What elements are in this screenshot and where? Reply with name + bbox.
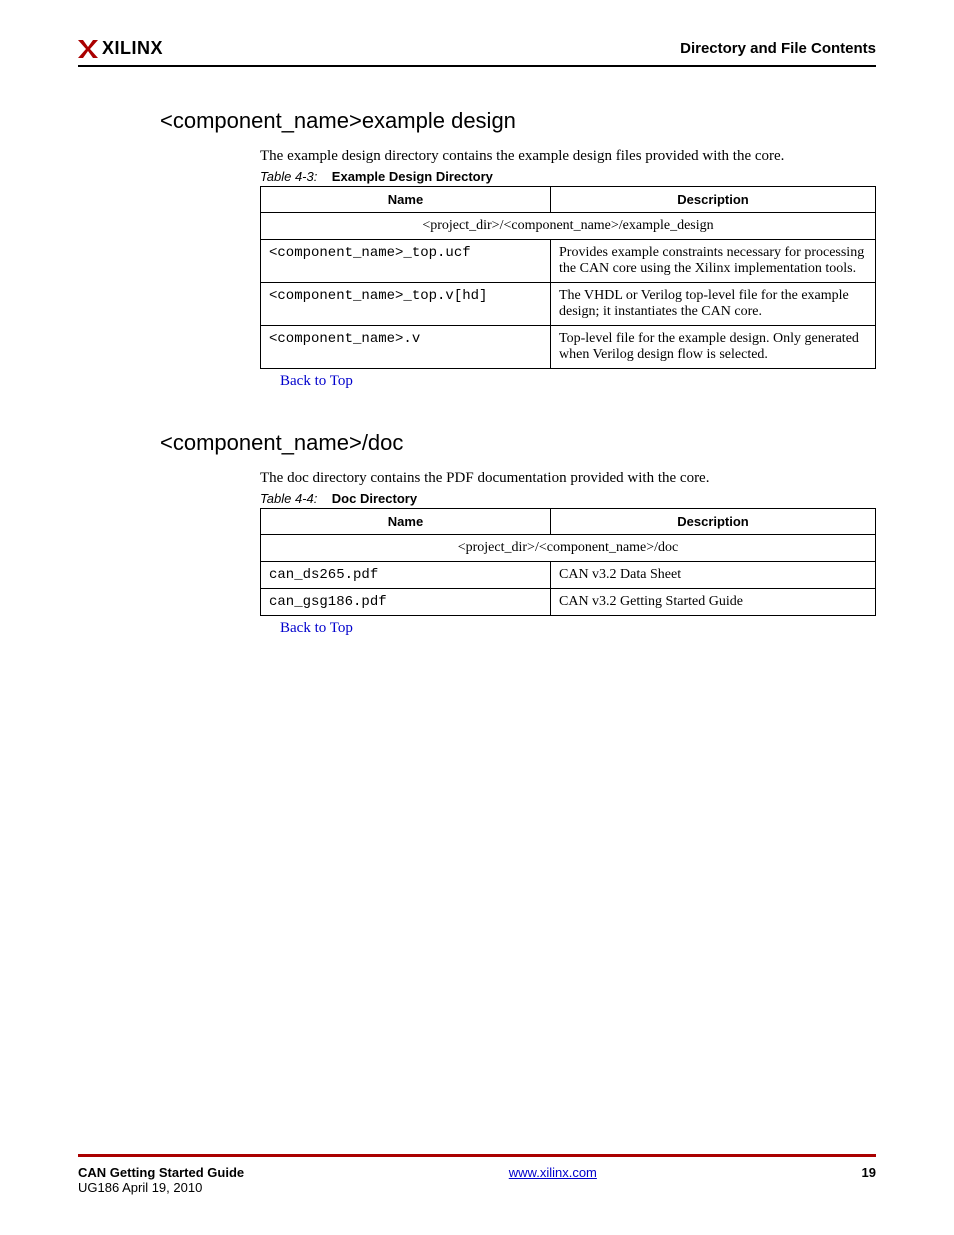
back-to-top-anchor[interactable]: Back to Top: [280, 373, 353, 389]
back-to-top-link-1: Back to Top: [280, 373, 876, 390]
file-desc: Provides example constraints necessary f…: [551, 240, 876, 283]
file-name: <component_name>.v: [261, 326, 551, 369]
caption-title: Example Design Directory: [332, 169, 493, 184]
table-path-row: <project_dir>/<component_name>/doc: [261, 535, 876, 562]
header-section-title: Directory and File Contents: [680, 40, 876, 57]
logo-text: XILINX: [102, 38, 163, 59]
back-to-top-anchor[interactable]: Back to Top: [280, 620, 353, 636]
back-to-top-link-2: Back to Top: [280, 620, 876, 637]
page-header: XILINX Directory and File Contents: [78, 38, 876, 67]
file-name: can_ds265.pdf: [261, 562, 551, 589]
footer-page-number: 19: [862, 1165, 876, 1180]
file-name: can_gsg186.pdf: [261, 589, 551, 616]
table-4-4-caption: Table 4-4: Doc Directory: [260, 491, 876, 506]
col-desc-header: Description: [551, 509, 876, 535]
col-name-header: Name: [261, 509, 551, 535]
footer-left: CAN Getting Started Guide UG186 April 19…: [78, 1165, 244, 1195]
path-cell: <project_dir>/<component_name>/doc: [261, 535, 876, 562]
file-desc: Top-level file for the example design. O…: [551, 326, 876, 369]
footer-center: www.xilinx.com: [509, 1165, 597, 1180]
file-desc: The VHDL or Verilog top-level file for t…: [551, 283, 876, 326]
table-path-row: <project_dir>/<component_name>/example_d…: [261, 213, 876, 240]
section1-intro: The example design directory contains th…: [260, 148, 876, 165]
file-name: <component_name>_top.v[hd]: [261, 283, 551, 326]
xilinx-logo: XILINX: [78, 38, 163, 59]
caption-number: Table 4-3:: [260, 169, 317, 184]
table-row: can_ds265.pdf CAN v3.2 Data Sheet: [261, 562, 876, 589]
footer-doc-title: CAN Getting Started Guide: [78, 1165, 244, 1180]
footer-url-link[interactable]: www.xilinx.com: [509, 1165, 597, 1180]
path-cell: <project_dir>/<component_name>/example_d…: [261, 213, 876, 240]
section-heading-doc: <component_name>/doc: [160, 430, 876, 456]
section2-intro: The doc directory contains the PDF docum…: [260, 470, 876, 487]
file-desc: CAN v3.2 Getting Started Guide: [551, 589, 876, 616]
file-name: <component_name>_top.ucf: [261, 240, 551, 283]
footer-doc-id: UG186 April 19, 2010: [78, 1180, 244, 1195]
table-row: can_gsg186.pdf CAN v3.2 Getting Started …: [261, 589, 876, 616]
col-name-header: Name: [261, 187, 551, 213]
table-4-3-caption: Table 4-3: Example Design Directory: [260, 169, 876, 184]
table-header-row: Name Description: [261, 509, 876, 535]
table-row: <component_name>.v Top-level file for th…: [261, 326, 876, 369]
doc-directory-table: Name Description <project_dir>/<componen…: [260, 508, 876, 616]
caption-title: Doc Directory: [332, 491, 417, 506]
example-design-table: Name Description <project_dir>/<componen…: [260, 186, 876, 369]
xilinx-logo-icon: [78, 40, 98, 58]
table-header-row: Name Description: [261, 187, 876, 213]
table-row: <component_name>_top.v[hd] The VHDL or V…: [261, 283, 876, 326]
page-content: <component_name>example design The examp…: [160, 108, 876, 637]
caption-number: Table 4-4:: [260, 491, 317, 506]
page-footer: CAN Getting Started Guide UG186 April 19…: [78, 1154, 876, 1195]
col-desc-header: Description: [551, 187, 876, 213]
table-row: <component_name>_top.ucf Provides exampl…: [261, 240, 876, 283]
footer-row: CAN Getting Started Guide UG186 April 19…: [78, 1165, 876, 1195]
section-heading-example-design: <component_name>example design: [160, 108, 876, 134]
footer-rule: [78, 1154, 876, 1157]
file-desc: CAN v3.2 Data Sheet: [551, 562, 876, 589]
